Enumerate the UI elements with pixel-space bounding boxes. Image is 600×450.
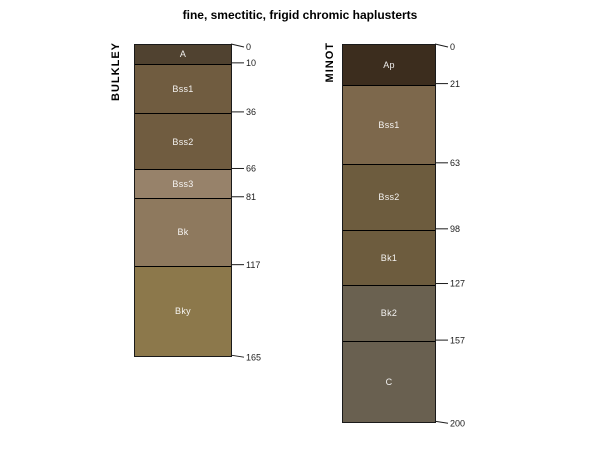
depth-tick-label: 165 xyxy=(246,352,261,362)
horizon-label: Bky xyxy=(175,306,191,317)
profile-label-minot: MINOT xyxy=(324,42,336,83)
horizon-label: Ap xyxy=(383,59,395,70)
horizon-label: C xyxy=(385,377,393,388)
depth-tick-line xyxy=(230,354,245,358)
profile-box-minot: Ap Bss1 Bss2 Bk1 Bk2 C xyxy=(342,44,436,424)
depth-tick-label: 117 xyxy=(246,260,260,270)
horizon-minot-bk1: Bk1 xyxy=(343,229,435,285)
horizon-bulkley-bk: Bk xyxy=(135,197,231,266)
horizon-bulkley-a: A xyxy=(135,45,231,64)
depth-tick-label: 81 xyxy=(246,192,256,202)
horizon-bulkley-bss1: Bss1 xyxy=(135,63,231,113)
depth-tick-label: 36 xyxy=(246,107,256,117)
depth-tick-label: 0 xyxy=(246,42,251,52)
horizon-label: Bk1 xyxy=(380,252,398,263)
depth-tick-label: 21 xyxy=(450,79,460,89)
depth-axis-minot: 0 21 63 98 127 157 200 xyxy=(434,42,465,428)
horizon-bulkley-bss2: Bss2 xyxy=(135,112,231,170)
horizon-minot-ap: Ap xyxy=(343,45,435,85)
depth-tick-label: 127 xyxy=(450,279,465,289)
depth-axis-bulkley: 0 10 36 66 81 117 165 xyxy=(230,42,261,362)
horizon-bulkley-bss3: Bss3 xyxy=(135,169,231,198)
profile-box-bulkley: A Bss1 Bss2 Bss3 Bk Bky xyxy=(134,44,232,358)
depth-tick-line xyxy=(230,43,245,48)
horizon-label: Bss2 xyxy=(172,136,194,147)
profile-label-bulkley: BULKLEY xyxy=(110,42,122,101)
horizon-label: A xyxy=(179,49,187,60)
horizon-label: Bss1 xyxy=(378,119,400,130)
horizon-bulkley-bky: Bky xyxy=(135,265,231,357)
depth-tick-line xyxy=(434,420,449,424)
horizon-label: Bk xyxy=(177,227,189,238)
depth-tick-label: 63 xyxy=(450,158,460,168)
horizon-label: Bss1 xyxy=(172,83,194,94)
horizon-minot-bss1: Bss1 xyxy=(343,84,435,164)
horizon-label: Bk2 xyxy=(380,308,398,319)
horizon-minot-c: C xyxy=(343,341,435,423)
horizon-minot-bk2: Bk2 xyxy=(343,284,435,342)
horizon-label: Bss3 xyxy=(172,179,194,190)
depth-tick-label: 98 xyxy=(450,224,460,234)
depth-tick-label: 66 xyxy=(246,164,256,174)
depth-tick-label: 0 xyxy=(450,42,455,52)
depth-tick-label: 200 xyxy=(450,418,465,428)
chart-title: fine, smectitic, frigid chromic hapluste… xyxy=(182,8,418,22)
depth-tick-label: 10 xyxy=(246,58,256,68)
depth-tick-label: 157 xyxy=(450,335,465,345)
depth-tick-line xyxy=(434,43,449,48)
horizon-minot-bss2: Bss2 xyxy=(343,163,435,230)
horizon-label: Bss2 xyxy=(378,192,400,203)
